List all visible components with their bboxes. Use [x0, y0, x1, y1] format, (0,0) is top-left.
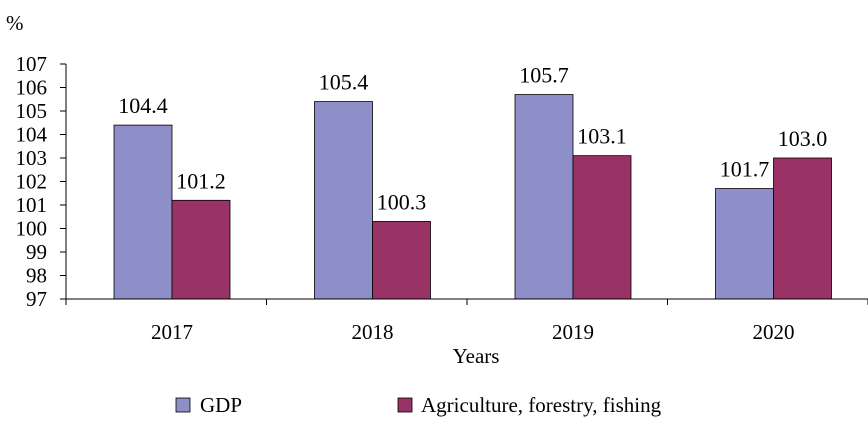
bar-gdp-2019: [514, 94, 574, 300]
x-category-label: 2017: [151, 320, 193, 344]
y-tick-label: 107: [16, 52, 48, 76]
bar-agriculture-2017: [171, 199, 231, 300]
y-axis-title: %: [6, 11, 24, 35]
bar-gdp-2018: [314, 101, 373, 300]
bar-agriculture-2020: [773, 157, 832, 300]
bar-gdp-2020: [715, 188, 774, 300]
x-category-label: 2019: [552, 320, 594, 344]
legend-swatch-agriculture: [397, 397, 413, 413]
x-axis-ticks: 2017 2018 2019 2020: [65, 299, 868, 344]
x-axis-title: Years: [453, 344, 500, 368]
x-category-label: 2018: [352, 320, 394, 344]
data-label: 105.4: [319, 70, 369, 95]
y-tick-label: 105: [16, 99, 48, 123]
bar-gdp-2017: [113, 124, 173, 300]
y-tick-label: 97: [26, 287, 47, 311]
data-label: 101.2: [176, 168, 226, 193]
data-label: 103.1: [577, 124, 627, 149]
data-label: 105.7: [519, 63, 569, 88]
data-label: 101.7: [720, 157, 770, 182]
legend-label-gdp: GDP: [200, 393, 242, 417]
bar-agriculture-2019: [572, 155, 632, 300]
data-labels-group: 104.4 105.4 105.7 101.7 101.2 100.3 103.1 103.0: [118, 63, 827, 215]
data-label: 103.0: [778, 126, 828, 151]
bar-agriculture-2018: [372, 221, 431, 300]
legend-label-agriculture: Agriculture, forestry, fishing: [421, 393, 662, 417]
legend: GDP Agriculture, forestry, fishing: [175, 393, 662, 417]
legend-swatch-gdp: [175, 397, 191, 413]
y-tick-label: 101: [16, 193, 48, 217]
y-tick-label: 102: [16, 170, 48, 194]
y-tick-label: 98: [26, 264, 47, 288]
y-tick-label: 99: [26, 240, 47, 264]
y-tick-label: 100: [16, 217, 48, 241]
y-tick-label: 106: [16, 76, 48, 100]
y-tick-label: 104: [16, 123, 48, 147]
bars-group: [113, 94, 832, 300]
y-tick-label: 103: [16, 146, 48, 170]
data-label: 100.3: [377, 189, 427, 214]
data-label: 104.4: [118, 93, 168, 118]
x-category-label: 2020: [753, 320, 795, 344]
